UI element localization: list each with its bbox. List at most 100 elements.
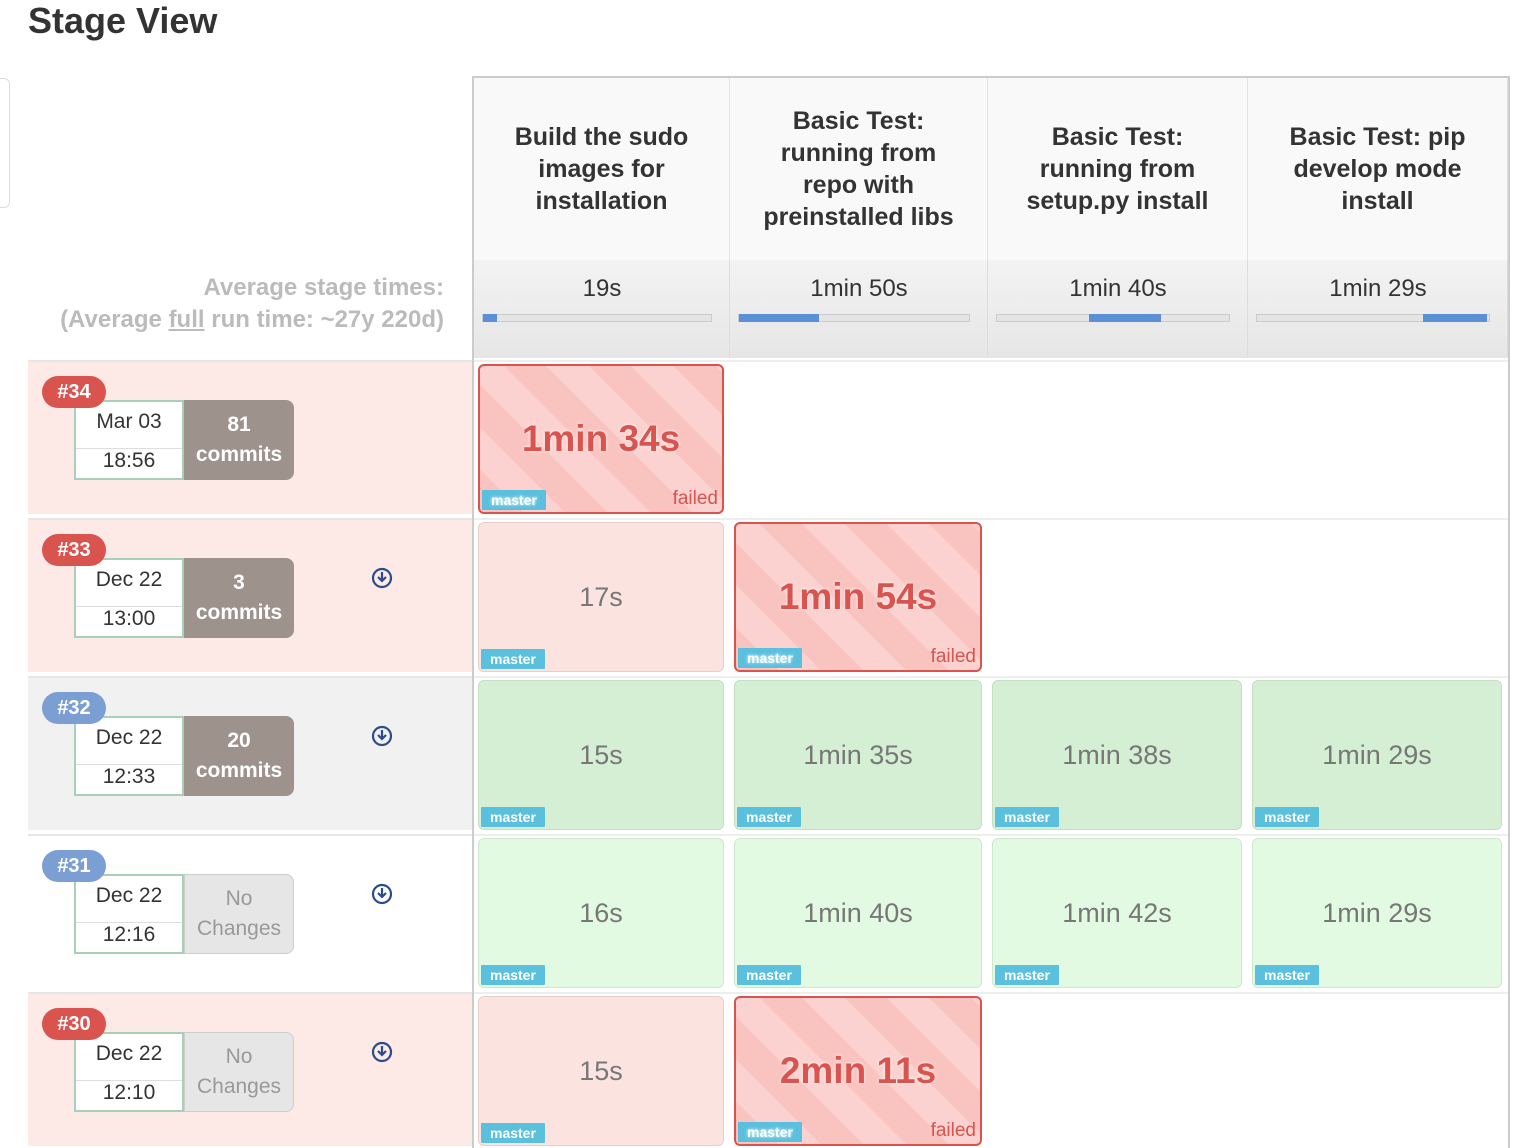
stage-header: Basic Test: pip develop mode install xyxy=(1248,78,1508,260)
stage-row xyxy=(474,518,1508,674)
duration: 1min 54s xyxy=(778,576,938,617)
stage-cell[interactable]: 15s master xyxy=(478,680,724,830)
average-label: Average stage times: (Average full run t… xyxy=(24,272,444,336)
duration: 1min 35s xyxy=(803,739,913,770)
branch-tag: master xyxy=(481,649,545,669)
average-cell xyxy=(988,260,1248,358)
branch-tag: master xyxy=(1255,807,1319,827)
build-time: 12:33 xyxy=(76,764,182,789)
average-title: Average stage times: xyxy=(203,274,444,301)
download-glyph xyxy=(371,883,393,905)
duration: 17s xyxy=(579,581,623,612)
stage-cell[interactable]: 1min 38s master xyxy=(992,680,1242,830)
changes-box[interactable]: 3 commits xyxy=(184,558,294,638)
stage-cell[interactable]: 1min 29s master xyxy=(1252,680,1502,830)
status-label: failed xyxy=(930,1120,976,1141)
build-date-box: Dec 22 13:00 xyxy=(74,558,184,638)
branch-tag: master xyxy=(1255,965,1319,985)
duration: 1min 40s xyxy=(803,897,913,928)
build-date: Dec 22 xyxy=(95,568,163,591)
average-time: 1min 29s xyxy=(1329,275,1427,302)
branch-tag: master xyxy=(481,807,545,827)
branch-tag: master xyxy=(995,965,1059,985)
duration: 15s xyxy=(579,739,623,770)
stage-header: Basic Test: running from setup.py instal… xyxy=(988,78,1248,260)
build-number[interactable]: #33 xyxy=(42,534,106,566)
changes-box[interactable]: 20 commits xyxy=(184,716,294,796)
status-label: failed xyxy=(672,488,718,509)
duration: 1min 29s xyxy=(1322,897,1432,928)
stage-cell[interactable]: 1min 35s master xyxy=(734,680,982,830)
build-time: 13:00 xyxy=(76,606,182,631)
download-icon[interactable] xyxy=(371,883,393,905)
changes-box[interactable]: 81 commits xyxy=(184,400,294,480)
stage-cell[interactable]: 1min 29s master xyxy=(1252,838,1502,988)
branch-tag: master xyxy=(481,1123,545,1143)
branch-tag: master xyxy=(737,965,801,985)
changes-box[interactable]: No Changes xyxy=(184,1032,294,1112)
build-date: Dec 22 xyxy=(95,1042,163,1065)
average-fill xyxy=(1423,314,1487,322)
build-date: Dec 22 xyxy=(95,726,163,749)
build-date: Dec 22 xyxy=(95,884,163,907)
build-date-box: Dec 22 12:10 xyxy=(74,1032,184,1112)
side-tab xyxy=(0,78,10,208)
branch-tag: master xyxy=(995,807,1059,827)
stage-cell[interactable]: 1min 40s master xyxy=(734,838,982,988)
average-track xyxy=(482,314,712,322)
branch-tag: master xyxy=(481,965,545,985)
run-time-suffix: run time: ~27y 220d) xyxy=(211,306,444,333)
average-time: 1min 40s xyxy=(1069,275,1167,302)
duration: 1min 42s xyxy=(1062,897,1172,928)
stage-cell[interactable]: 1min 34s master failed xyxy=(478,364,724,514)
build-time: 12:10 xyxy=(76,1080,182,1105)
stage-cell[interactable]: 15s master xyxy=(478,996,724,1146)
download-glyph xyxy=(371,567,393,589)
average-cell xyxy=(730,260,988,358)
build-date-box: Mar 03 18:56 xyxy=(74,400,184,480)
stage-cell[interactable]: 17s master xyxy=(478,522,724,672)
duration: 1min 34s xyxy=(521,418,681,459)
stage-header: Basic Test: running from repo with prein… xyxy=(730,78,988,260)
duration: 16s xyxy=(579,897,623,928)
download-icon[interactable] xyxy=(371,1041,393,1063)
build-time: 12:16 xyxy=(76,922,182,947)
download-icon[interactable] xyxy=(371,567,393,589)
stage-cell[interactable]: 1min 42s master xyxy=(992,838,1242,988)
stage-row xyxy=(474,676,1508,832)
build-number[interactable]: #30 xyxy=(42,1008,106,1040)
branch-tag: master xyxy=(482,490,546,510)
average-track xyxy=(738,314,970,322)
stage-table-frame xyxy=(472,76,1510,1148)
stage-header: Build the sudo images for installation xyxy=(474,78,730,260)
page-title: Stage View xyxy=(28,0,218,41)
run-time-prefix: (Average xyxy=(60,306,162,333)
changes-box[interactable]: No Changes xyxy=(184,874,294,954)
build-number[interactable]: #34 xyxy=(42,376,106,408)
average-fill xyxy=(739,314,819,322)
duration: 1min 29s xyxy=(1322,739,1432,770)
build-date-box: Dec 22 12:33 xyxy=(74,716,184,796)
average-fill xyxy=(1089,314,1161,322)
build-number[interactable]: #31 xyxy=(42,850,106,882)
stage-cell[interactable]: 1min 54s master failed xyxy=(734,522,982,672)
download-glyph xyxy=(371,1041,393,1063)
average-track xyxy=(1256,314,1490,322)
download-icon[interactable] xyxy=(371,725,393,747)
build-date-box: Dec 22 12:16 xyxy=(74,874,184,954)
download-glyph xyxy=(371,725,393,747)
average-time: 19s xyxy=(582,275,622,302)
branch-tag: master xyxy=(738,1122,802,1142)
duration: 2min 11s xyxy=(779,1050,937,1091)
average-fill xyxy=(483,314,497,322)
branch-tag: master xyxy=(738,648,802,668)
stage-cell[interactable]: 2min 11s master failed xyxy=(734,996,982,1146)
build-date: Mar 03 xyxy=(96,410,162,433)
average-track xyxy=(996,314,1230,322)
stage-cell[interactable]: 16s master xyxy=(478,838,724,988)
build-number[interactable]: #32 xyxy=(42,692,106,724)
build-time: 18:56 xyxy=(76,448,182,473)
duration: 1min 38s xyxy=(1062,739,1172,770)
full-link[interactable]: full xyxy=(168,306,205,333)
